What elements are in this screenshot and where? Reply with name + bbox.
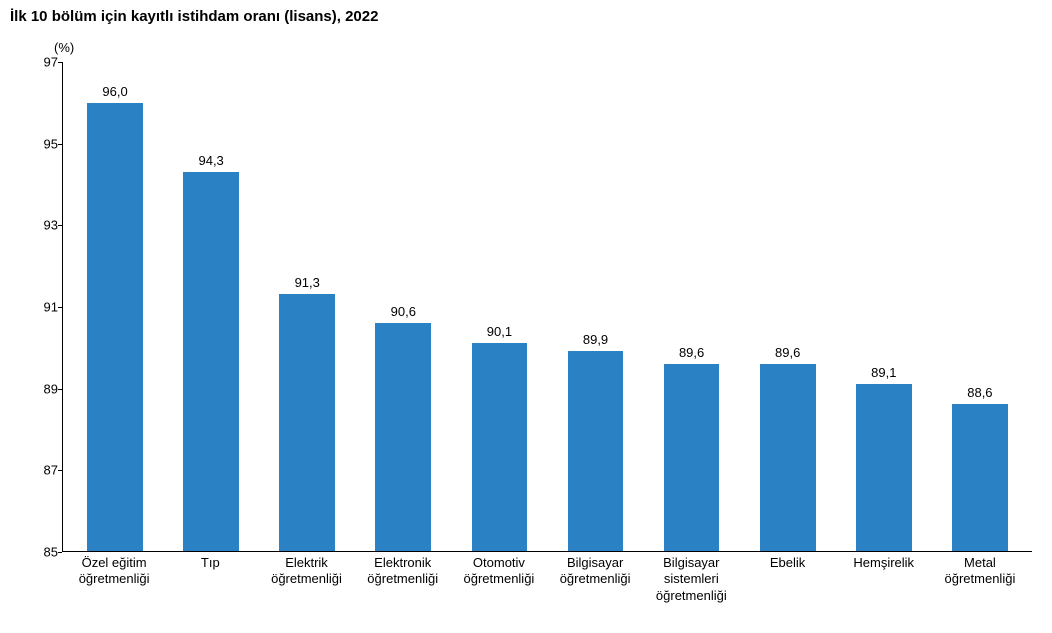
bar-value-label: 88,6 (967, 385, 992, 400)
x-category-label: Özel eğitim öğretmenliği (66, 555, 162, 604)
bar-rect (568, 351, 624, 551)
bar-rect (279, 294, 335, 551)
bar-value-label: 94,3 (198, 153, 223, 168)
bar-rect (952, 404, 1008, 551)
bar: 89,9 (547, 62, 643, 551)
bar: 96,0 (67, 62, 163, 551)
plot-area: 96,0 94,3 91,3 90,6 90,1 89,9 (62, 62, 1032, 552)
y-tick-label: 97 (18, 55, 58, 70)
x-category-label: Tıp (162, 555, 258, 604)
x-category-label: Ebelik (739, 555, 835, 604)
y-tick-label: 85 (18, 545, 58, 560)
bar-rect (87, 103, 143, 551)
bar-rect (856, 384, 912, 551)
chart-title: İlk 10 bölüm için kayıtlı istihdam oranı… (10, 8, 378, 25)
bars-group: 96,0 94,3 91,3 90,6 90,1 89,9 (63, 62, 1032, 551)
x-category-label: Elektronik öğretmenliği (355, 555, 451, 604)
bar: 91,3 (259, 62, 355, 551)
x-category-label: Elektrik öğretmenliği (258, 555, 354, 604)
bar: 90,6 (355, 62, 451, 551)
x-category-label: Bilgisayar sistemleri öğretmenliği (643, 555, 739, 604)
bar: 89,1 (836, 62, 932, 551)
bar-value-label: 89,9 (583, 332, 608, 347)
y-tick-label: 91 (18, 300, 58, 315)
y-tick-label: 93 (18, 218, 58, 233)
bar-value-label: 90,1 (487, 324, 512, 339)
bar-rect (375, 323, 431, 551)
bar-rect (472, 343, 528, 551)
x-category-label: Bilgisayar öğretmenliği (547, 555, 643, 604)
bar-rect (664, 364, 720, 551)
bar-value-label: 89,6 (775, 345, 800, 360)
y-tick-mark (58, 552, 62, 553)
y-tick-label: 87 (18, 463, 58, 478)
bar-value-label: 90,6 (391, 304, 416, 319)
y-axis-unit: (%) (54, 40, 74, 55)
bar: 89,6 (644, 62, 740, 551)
x-category-label: Otomotiv öğretmenliği (451, 555, 547, 604)
chart-container: (%) 97 95 93 91 89 87 85 96,0 94,3 91,3 (10, 40, 1040, 620)
bar: 90,1 (451, 62, 547, 551)
bar-rect (183, 172, 239, 551)
x-category-label: Hemşirelik (836, 555, 932, 604)
x-category-label: Metal öğretmenliği (932, 555, 1028, 604)
bar: 89,6 (740, 62, 836, 551)
bar: 94,3 (163, 62, 259, 551)
bar-rect (760, 364, 816, 551)
bar-value-label: 89,1 (871, 365, 896, 380)
bar: 88,6 (932, 62, 1028, 551)
y-tick-label: 95 (18, 136, 58, 151)
bar-value-label: 89,6 (679, 345, 704, 360)
y-tick-label: 89 (18, 381, 58, 396)
bar-value-label: 96,0 (102, 84, 127, 99)
bar-value-label: 91,3 (295, 275, 320, 290)
x-labels: Özel eğitim öğretmenliği Tıp Elektrik öğ… (62, 555, 1032, 604)
